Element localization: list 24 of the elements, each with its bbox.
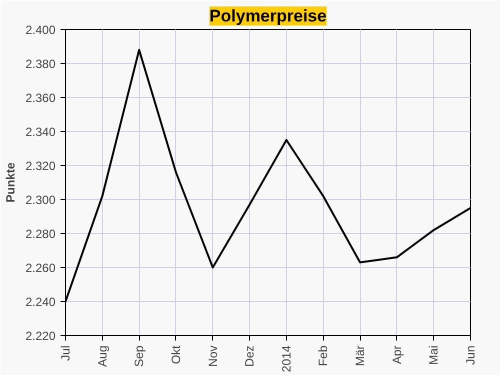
y-tick-label: 2.400 [25,23,56,37]
y-tick-label: 2.340 [25,125,56,139]
y-tick-label: 2.300 [25,193,56,207]
y-tick-label: 2.360 [25,91,56,105]
y-tick-label: 2.240 [25,295,56,309]
x-tick-label: 2014 [279,345,294,372]
x-tick-label: Mai [426,345,441,365]
y-tick-label: 2.380 [25,57,56,71]
y-tick-label: 2.260 [25,261,56,275]
chart-title: Polymerpreise [209,6,327,26]
x-tick-label: Aug [95,345,110,367]
y-axis-title: Punkte [3,162,18,203]
y-tick-label: 2.320 [25,159,56,173]
y-tick-label: 2.220 [25,329,56,343]
x-tick-label: Jun [464,345,478,365]
x-tick-label: Jul [58,345,72,361]
x-tick-label: Mär [353,345,368,366]
x-tick-label: Dez [242,345,257,367]
x-tick-label: Feb [316,345,330,366]
x-tick-label: Sep [132,345,146,367]
x-tick-label: Apr [390,345,404,364]
x-tick-label: Okt [168,344,183,364]
y-tick-label: 2.280 [25,227,56,241]
x-tick-label: Nov [206,345,220,367]
